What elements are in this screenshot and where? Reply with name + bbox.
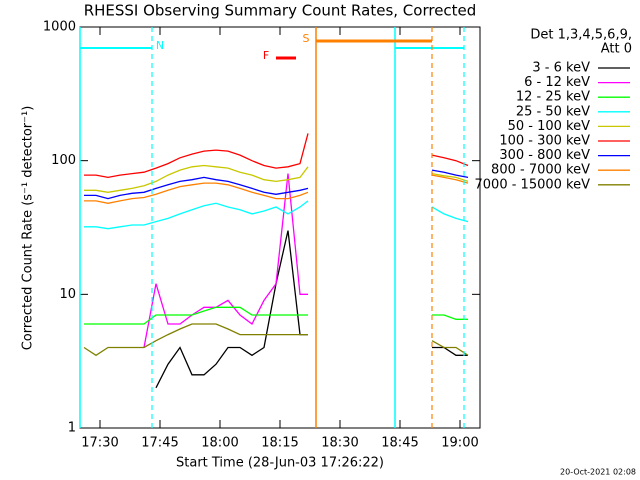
series-line (84, 169, 469, 200)
series-line (83, 323, 469, 357)
series-line (143, 173, 308, 348)
legend-label: 6 - 12 keV (524, 75, 590, 90)
x-tick-label: 19:00 (441, 436, 478, 451)
legend-header: Det 1,3,4,5,6,9, (530, 28, 632, 43)
x-tick-label: 17:45 (141, 436, 178, 451)
series-line (84, 133, 469, 179)
y-axis-label: Corrected Count Rate (s⁻¹ detector⁻¹) (21, 106, 36, 351)
x-tick-label: 18:30 (321, 436, 358, 451)
y-tick-label: 10 (59, 287, 76, 302)
chart-title: RHESSI Observing Summary Count Rates, Co… (84, 2, 477, 20)
legend-label: 800 - 7000 keV (491, 163, 590, 178)
legend-label: 25 - 50 keV (516, 104, 590, 119)
legend-label: 100 - 300 keV (499, 134, 590, 149)
series-line (155, 230, 468, 389)
y-tick-label: 1000 (43, 20, 76, 35)
y-tick-label: 1 (68, 421, 76, 436)
legend-label: 300 - 800 keV (499, 148, 590, 163)
legend-label: 7000 - 15000 keV (475, 177, 591, 192)
interval-label: N (156, 39, 164, 52)
footer: 20-Oct-2021 02:08 (560, 468, 636, 477)
legend-header: Att 0 (601, 42, 632, 57)
y-tick-label: 100 (51, 153, 76, 168)
legend-label: 50 - 100 keV (508, 119, 591, 134)
x-tick-label: 18:45 (381, 436, 418, 451)
series-line (84, 306, 468, 325)
series-line (84, 200, 469, 230)
interval-label: F (263, 49, 269, 62)
x-tick-label: 17:30 (81, 436, 118, 451)
plot-frame (79, 26, 481, 429)
series-line (84, 164, 469, 193)
legend-label: 3 - 6 keV (532, 61, 590, 76)
series-line (84, 174, 469, 204)
legend-label: 12 - 25 keV (516, 90, 590, 105)
x-tick-label: 18:15 (261, 436, 298, 451)
x-tick-label: 18:00 (201, 436, 238, 451)
x-axis-label: Start Time (28-Jun-03 17:26:22) (176, 456, 384, 471)
interval-label: S (303, 32, 310, 45)
